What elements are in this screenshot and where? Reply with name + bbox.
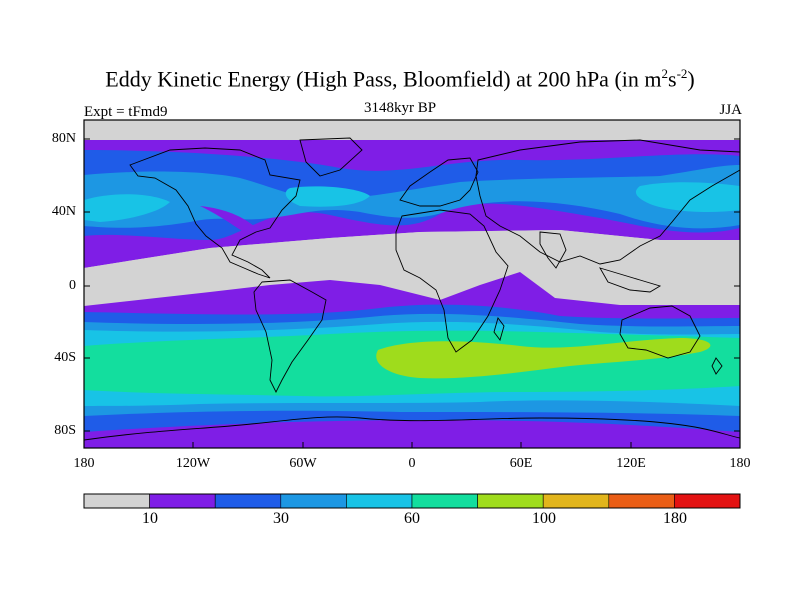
y-tick-label: 80S: [54, 423, 76, 438]
colorbar-label: 180: [663, 510, 687, 527]
colorbar-swatch: [608, 493, 675, 509]
colorbar-swatch: [411, 493, 478, 509]
north-america-coast: [129, 147, 301, 279]
colorbar-swatch: [280, 493, 347, 509]
colorbar-swatch: [477, 493, 544, 509]
field-nh-cyan: [84, 194, 170, 222]
colorbar-swatch: [214, 493, 282, 509]
madagascar-coast: [493, 317, 505, 341]
x-tick-label: 120E: [616, 456, 646, 471]
new-zealand-coast: [711, 357, 723, 375]
field-nh-purple-atlantic: [200, 206, 270, 244]
y-tick-label: 0: [69, 278, 76, 293]
maritime-continent-coast: [599, 267, 662, 293]
colorbar-swatch: [149, 493, 216, 509]
field-nh-cyan-atlantic: [285, 186, 370, 207]
x-tick-label: 0: [408, 456, 416, 471]
coastlines: [84, 137, 740, 441]
x-tick-label: 180: [73, 456, 95, 471]
field-nh-mid: [84, 165, 740, 229]
colorbar-label: 100: [532, 510, 556, 527]
colorbar-swatch: [674, 493, 741, 509]
y-tick-label: 40N: [51, 204, 76, 219]
colorbar-label: 30: [273, 510, 289, 527]
period-label: 3148kyr BP: [363, 100, 437, 116]
australia-coast: [619, 305, 701, 359]
x-tick-label: 120W: [175, 456, 211, 471]
colorbar-swatch: [542, 493, 610, 509]
colorbar-frame: [83, 493, 741, 509]
x-tick-label: 180: [729, 456, 751, 471]
y-tick-label: 80N: [51, 131, 76, 146]
map-title: Eddy Kinetic Energy (High Pass, Bloomfie…: [105, 66, 695, 92]
colorbar-swatch: [83, 493, 150, 509]
field-nh-cyan-pacific: [635, 182, 740, 212]
season-label: JJA: [719, 102, 742, 118]
colorbar-label: 10: [142, 510, 158, 527]
x-tick-label: 60E: [509, 456, 533, 471]
asia-coast: [475, 139, 740, 265]
field-sh-purple: [84, 272, 740, 320]
field-sh-yellowgreen: [376, 338, 711, 379]
south-america-coast: [253, 279, 327, 394]
field-tropics-grey: [84, 230, 740, 306]
colorbar: [83, 493, 741, 509]
colorbar-swatch: [346, 493, 413, 509]
map-plot-area: [84, 120, 740, 448]
antarctica-coast: [84, 416, 740, 441]
field-sh-bottom-purple: [84, 420, 740, 448]
africa-coast: [395, 209, 509, 353]
experiment-label: Expt = tFmd9: [84, 104, 168, 120]
y-tick-label: 40S: [54, 350, 76, 365]
colorbar-label: 60: [404, 510, 420, 527]
india-coast: [539, 231, 567, 269]
greenland-coast: [299, 137, 363, 177]
x-tick-label: 60W: [289, 456, 317, 471]
axis-ticks: [83, 138, 741, 448]
europe-coast: [399, 157, 479, 207]
